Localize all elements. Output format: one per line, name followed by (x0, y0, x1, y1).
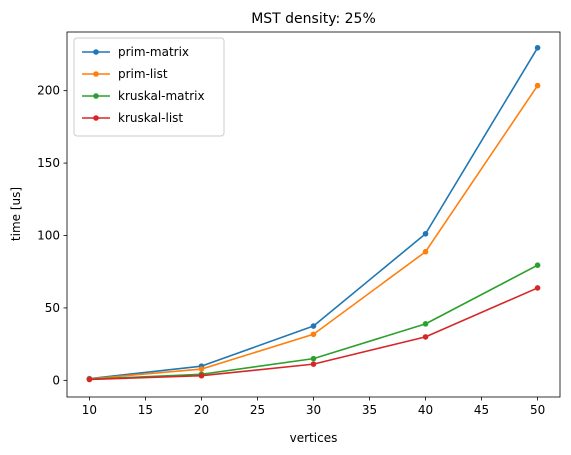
data-point-kruskal-matrix (422, 321, 429, 327)
data-point-kruskal-matrix (534, 262, 541, 268)
y-tick-label: 100 (37, 229, 60, 243)
y-tick-label: 150 (37, 156, 60, 170)
data-point-prim-matrix (422, 230, 429, 237)
x-tick-label: 50 (530, 403, 545, 417)
legend-box (73, 37, 225, 137)
legend-label-prim-matrix: prim-matrix (118, 45, 189, 59)
y-tick-label: 200 (37, 84, 60, 98)
data-point-prim-list (198, 366, 205, 372)
legend-marker-kruskal-matrix (93, 93, 99, 99)
data-point-prim-matrix (534, 44, 541, 51)
data-point-kruskal-list (422, 334, 429, 340)
y-axis-ticks: 0 50 100 150 200 (37, 84, 67, 387)
legend-marker-kruskal-list (93, 115, 99, 121)
x-tick-label: 30 (306, 403, 321, 417)
data-point-kruskal-list (534, 285, 541, 291)
legend-marker-prim-list (93, 71, 99, 77)
data-point-prim-list (422, 248, 429, 255)
legend-label-prim-list: prim-list (118, 67, 168, 81)
data-point-prim-matrix (310, 323, 317, 329)
legend-label-kruskal-list: kruskal-list (118, 111, 183, 125)
data-point-kruskal-list (86, 376, 93, 383)
data-point-kruskal-list (198, 372, 205, 379)
y-tick-label: 50 (45, 301, 60, 315)
x-tick-label: 35 (362, 403, 377, 417)
x-axis-ticks: 10 15 20 25 30 35 40 45 50 (82, 397, 545, 417)
x-tick-label: 20 (194, 403, 209, 417)
x-tick-label: 10 (82, 403, 97, 417)
x-tick-label: 40 (418, 403, 433, 417)
x-tick-label: 15 (138, 403, 153, 417)
x-axis-label: vertices (290, 431, 338, 445)
chart-title: MST density: 25% (251, 11, 376, 27)
data-point-prim-list (310, 331, 317, 338)
legend-marker-prim-matrix (93, 49, 99, 55)
y-axis-label: time [us] (9, 187, 23, 241)
data-point-kruskal-matrix (310, 355, 317, 362)
x-tick-label: 25 (250, 403, 265, 417)
data-point-prim-list (534, 82, 541, 89)
y-tick-label: 0 (52, 373, 60, 387)
x-tick-label: 45 (474, 403, 489, 417)
legend-label-kruskal-matrix: kruskal-matrix (118, 89, 205, 103)
data-point-kruskal-list (310, 361, 317, 367)
legend: prim-matrix prim-list kruskal-matrix kruska… (73, 37, 225, 137)
series-layer (86, 44, 541, 383)
